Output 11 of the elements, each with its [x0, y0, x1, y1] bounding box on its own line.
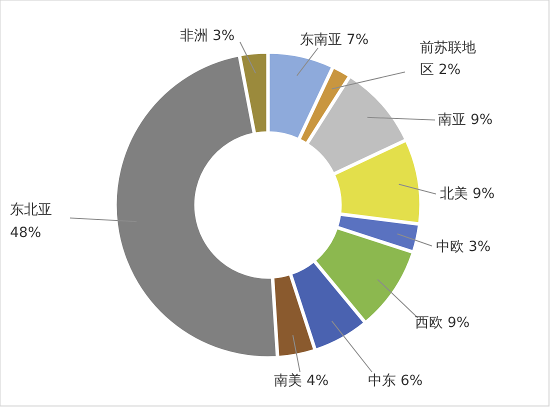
slice-label: 南美 4%	[274, 373, 329, 389]
data-label: 48%	[10, 225, 42, 241]
slice-label: 西欧 9%	[415, 315, 470, 331]
slice-label: 北美 9%	[440, 186, 495, 202]
slice-label: 东南亚 7%	[300, 32, 369, 48]
slice-label: 中欧 3%	[436, 239, 491, 255]
slice-label: 前苏联地区 2%	[420, 40, 476, 78]
slice-label: 南亚 9%	[438, 112, 493, 128]
slice-label: 中东 6%	[368, 373, 423, 389]
slice-label: 非洲 3%	[180, 28, 235, 44]
slice-label: 东北亚	[10, 202, 52, 218]
